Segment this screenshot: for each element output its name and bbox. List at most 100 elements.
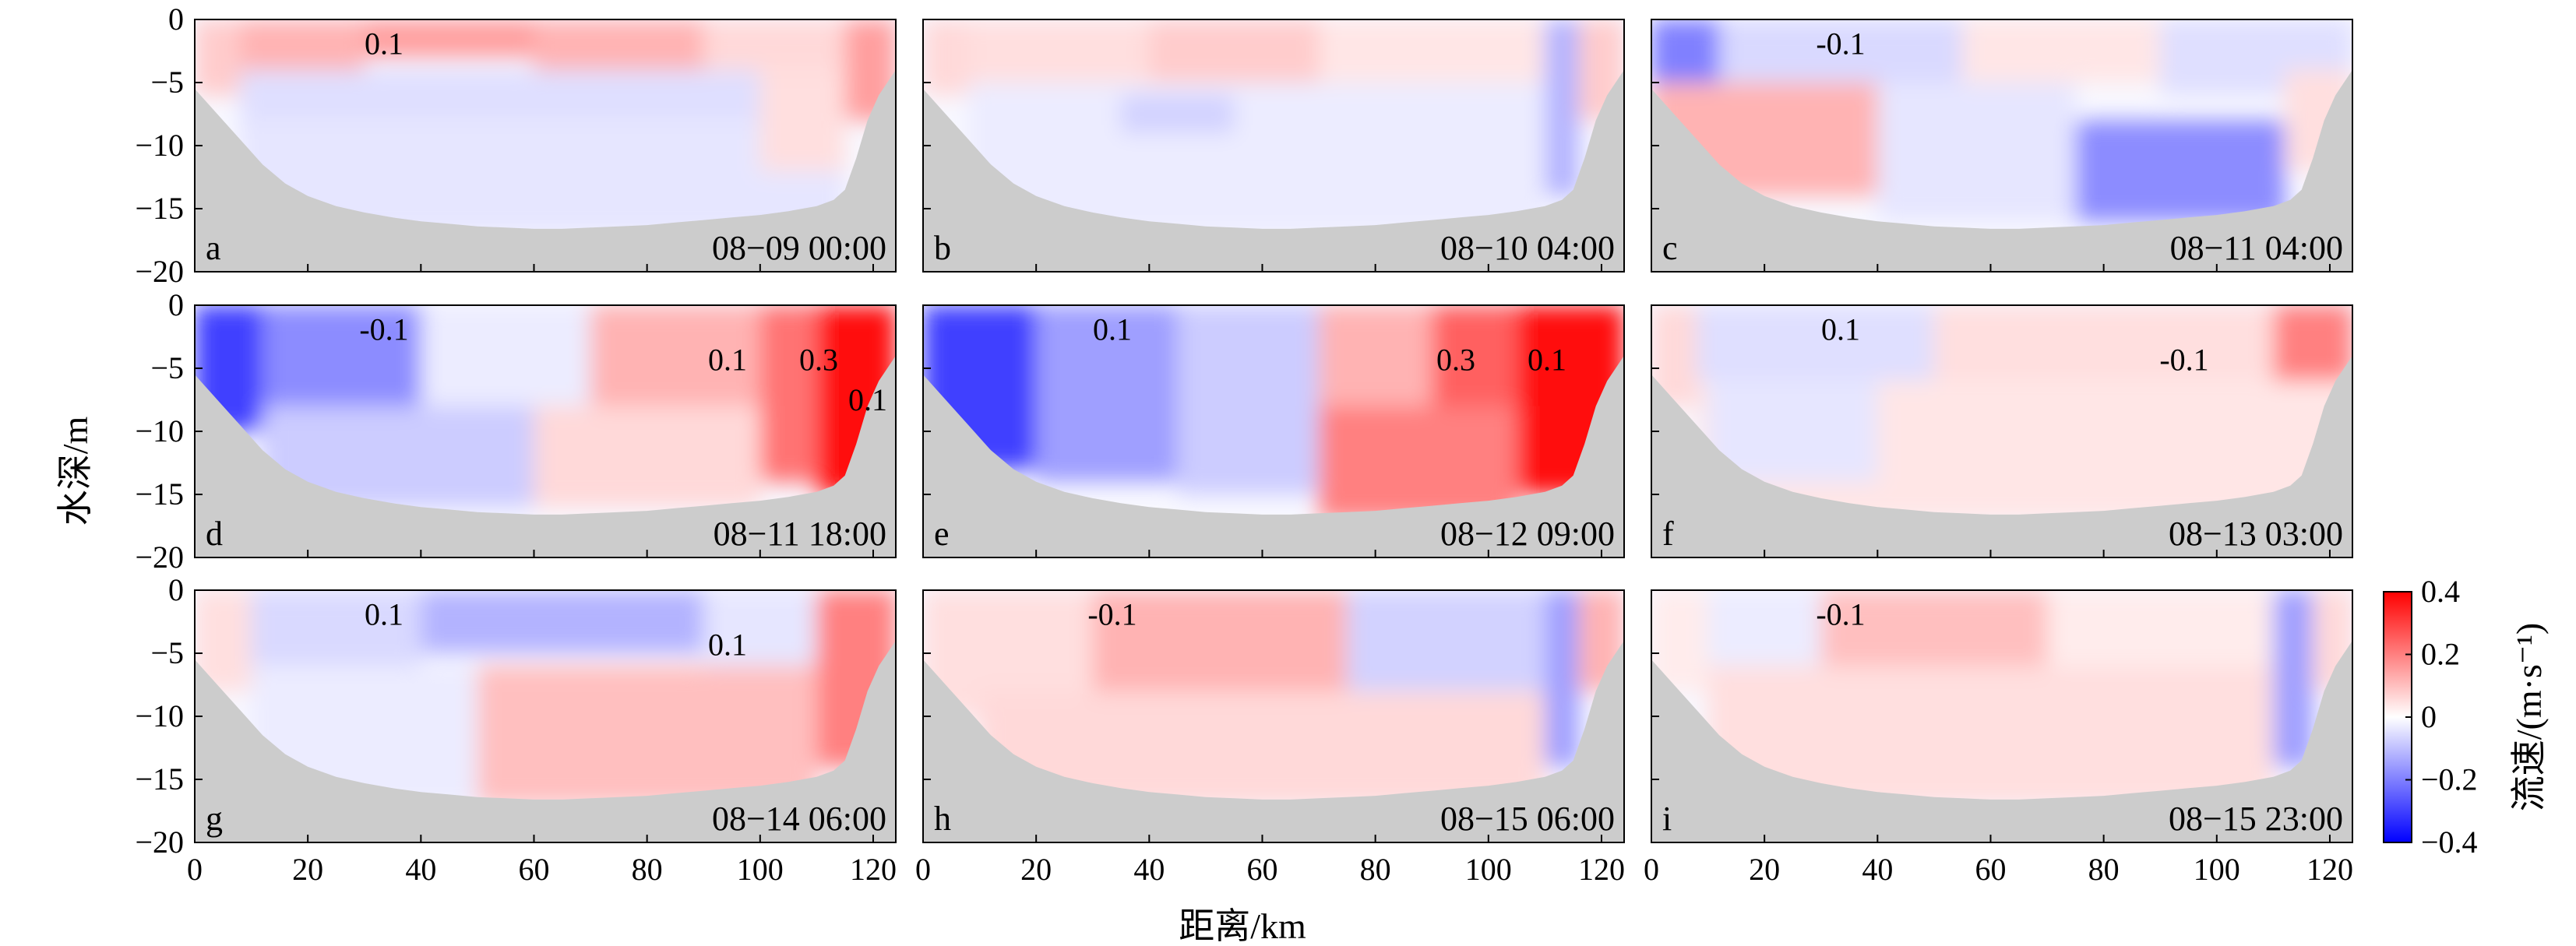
velocity-cell — [1933, 305, 2274, 382]
colorbar-tick-label: −0.2 — [2421, 762, 2478, 797]
velocity-cell — [263, 305, 421, 406]
x-tick-label: 0 — [1644, 852, 1659, 887]
panel-letter: a — [206, 229, 221, 267]
seabed-bathymetry — [923, 640, 1624, 842]
colorbar-label: 流速/(m·s⁻¹) — [2509, 623, 2549, 812]
panel-h: -0.1 h 08−15 06:00 0 20 40 60 80 100 120 — [915, 589, 1625, 887]
velocity-cell — [703, 19, 845, 70]
x-tick-label: 80 — [632, 852, 663, 887]
panel-timestamp: 08−14 06:00 — [712, 800, 886, 838]
velocity-cell — [477, 666, 817, 805]
contour-label: -0.1 — [359, 311, 408, 346]
x-tick-label: 100 — [2194, 852, 2240, 887]
x-tick-label: 40 — [405, 852, 436, 887]
panel-e: 0.1 0.3 0.1 e 08−12 09:00 — [922, 304, 1625, 558]
velocity-cell — [240, 19, 365, 70]
y-tick-label: −20 — [135, 254, 184, 289]
panel-i: -0.1 i 08−15 23:00 0 20 40 60 80 100 120 — [1644, 589, 2353, 887]
panel-timestamp: 08−11 04:00 — [2170, 229, 2343, 267]
panel-letter: b — [934, 229, 951, 267]
contour-label: 0.1 — [1093, 311, 1132, 346]
velocity-cell — [421, 590, 704, 653]
velocity-cell — [1319, 19, 1545, 83]
contour-label: 0.1 — [708, 627, 747, 662]
colorbar-tick-label: 0.4 — [2421, 574, 2460, 609]
velocity-cell — [240, 69, 845, 121]
seabed-bathymetry — [1651, 640, 2352, 842]
y-tick-label: −10 — [135, 413, 184, 448]
y-tick-label: 0 — [168, 287, 184, 322]
contour-label: -0.1 — [1816, 596, 1865, 631]
y-tick-label: −10 — [135, 128, 184, 163]
velocity-cell — [1121, 95, 1235, 133]
colorbar: 0.4 0.2 0 −0.2 −0.4 流速/(m·s⁻¹) — [2383, 574, 2549, 860]
colorbar-ticks: 0.4 0.2 0 −0.2 −0.4 — [2405, 574, 2478, 860]
velocity-cell — [1877, 83, 2076, 222]
y-tick-label: 0 — [168, 572, 184, 607]
panel-timestamp: 08−15 23:00 — [2169, 800, 2343, 838]
panel-timestamp: 08−09 00:00 — [712, 229, 886, 267]
panel-timestamp: 08−11 18:00 — [714, 515, 886, 553]
seabed-bathymetry — [923, 355, 1624, 557]
velocity-cell — [1319, 305, 1432, 406]
x-tick-label: 20 — [1020, 852, 1052, 887]
velocity-cell — [1092, 590, 1348, 691]
velocity-cell — [1319, 406, 1517, 520]
velocity-cell — [421, 305, 591, 406]
panel-letter: d — [206, 515, 223, 553]
x-tick-label: 80 — [2088, 852, 2120, 887]
contour-label: 0.1 — [365, 596, 403, 631]
panel-g: 0.10.1g 08−14 06:000−5−10−15−200 20 40 60 80 1… — [135, 572, 897, 887]
x-tick-label: 0 — [187, 852, 203, 887]
velocity-cell — [195, 19, 241, 96]
velocity-cell — [590, 305, 760, 406]
velocity-cell — [1545, 590, 1579, 767]
y-tick-label: −20 — [135, 825, 184, 860]
velocity-cell — [1149, 19, 1320, 83]
seabed-bathymetry — [1651, 355, 2352, 557]
panel-c: -0.1 c 08−11 04:00 — [1651, 19, 2353, 273]
velocity-cell — [251, 590, 421, 666]
x-tick-label: 60 — [1246, 852, 1277, 887]
seabed-bathymetry — [1651, 69, 2352, 272]
x-tick-label: 0 — [915, 852, 931, 887]
panel-timestamp: 08−13 03:00 — [2169, 515, 2343, 553]
velocity-cell — [1697, 305, 1934, 382]
x-tick-label: 120 — [1578, 852, 1625, 887]
velocity-cell — [1177, 305, 1320, 494]
velocity-cell — [534, 19, 704, 70]
panel-letter: f — [1662, 515, 1674, 553]
x-tick-label: 120 — [850, 852, 897, 887]
x-tick-label: 100 — [737, 852, 784, 887]
panel-a: 0.1 a 08−09 00:00 0 −5 −10 −15 −20 — [135, 2, 897, 289]
panel-letter: e — [934, 515, 950, 553]
colorbar-tick-label: −0.4 — [2421, 825, 2478, 860]
panel-letter: c — [1662, 229, 1678, 267]
y-tick-label: −15 — [135, 477, 184, 512]
y-tick-label: −10 — [135, 698, 184, 733]
colorbar-tick-label: 0.2 — [2421, 637, 2460, 672]
contour-label: 0.1 — [365, 26, 403, 61]
velocity-cell — [534, 406, 760, 508]
velocity-cell — [1036, 305, 1178, 482]
velocity-cell — [1545, 19, 1579, 196]
velocity-cell — [1719, 19, 1963, 83]
velocity-cell — [968, 19, 1150, 83]
x-tick-label: 60 — [1975, 852, 2006, 887]
x-tick-label: 40 — [1862, 852, 1893, 887]
velocity-cell — [2047, 590, 2274, 666]
y-tick-label: −5 — [150, 635, 184, 670]
x-axis-label: 距离/km — [1179, 906, 1306, 946]
panel-timestamp: 08−12 09:00 — [1440, 515, 1615, 553]
velocity-cell — [703, 590, 817, 666]
contour-label: -0.1 — [2159, 342, 2208, 377]
contour-label: 0.1 — [848, 382, 887, 417]
panel-b: b 08−10 04:00 — [922, 19, 1625, 273]
y-tick-label: −5 — [150, 65, 184, 100]
contour-label: 0.1 — [1528, 342, 1566, 377]
velocity-cell — [2273, 590, 2313, 767]
velocity-cell — [364, 19, 534, 58]
seabed-bathymetry — [923, 69, 1624, 272]
panel-letter: g — [206, 800, 223, 838]
